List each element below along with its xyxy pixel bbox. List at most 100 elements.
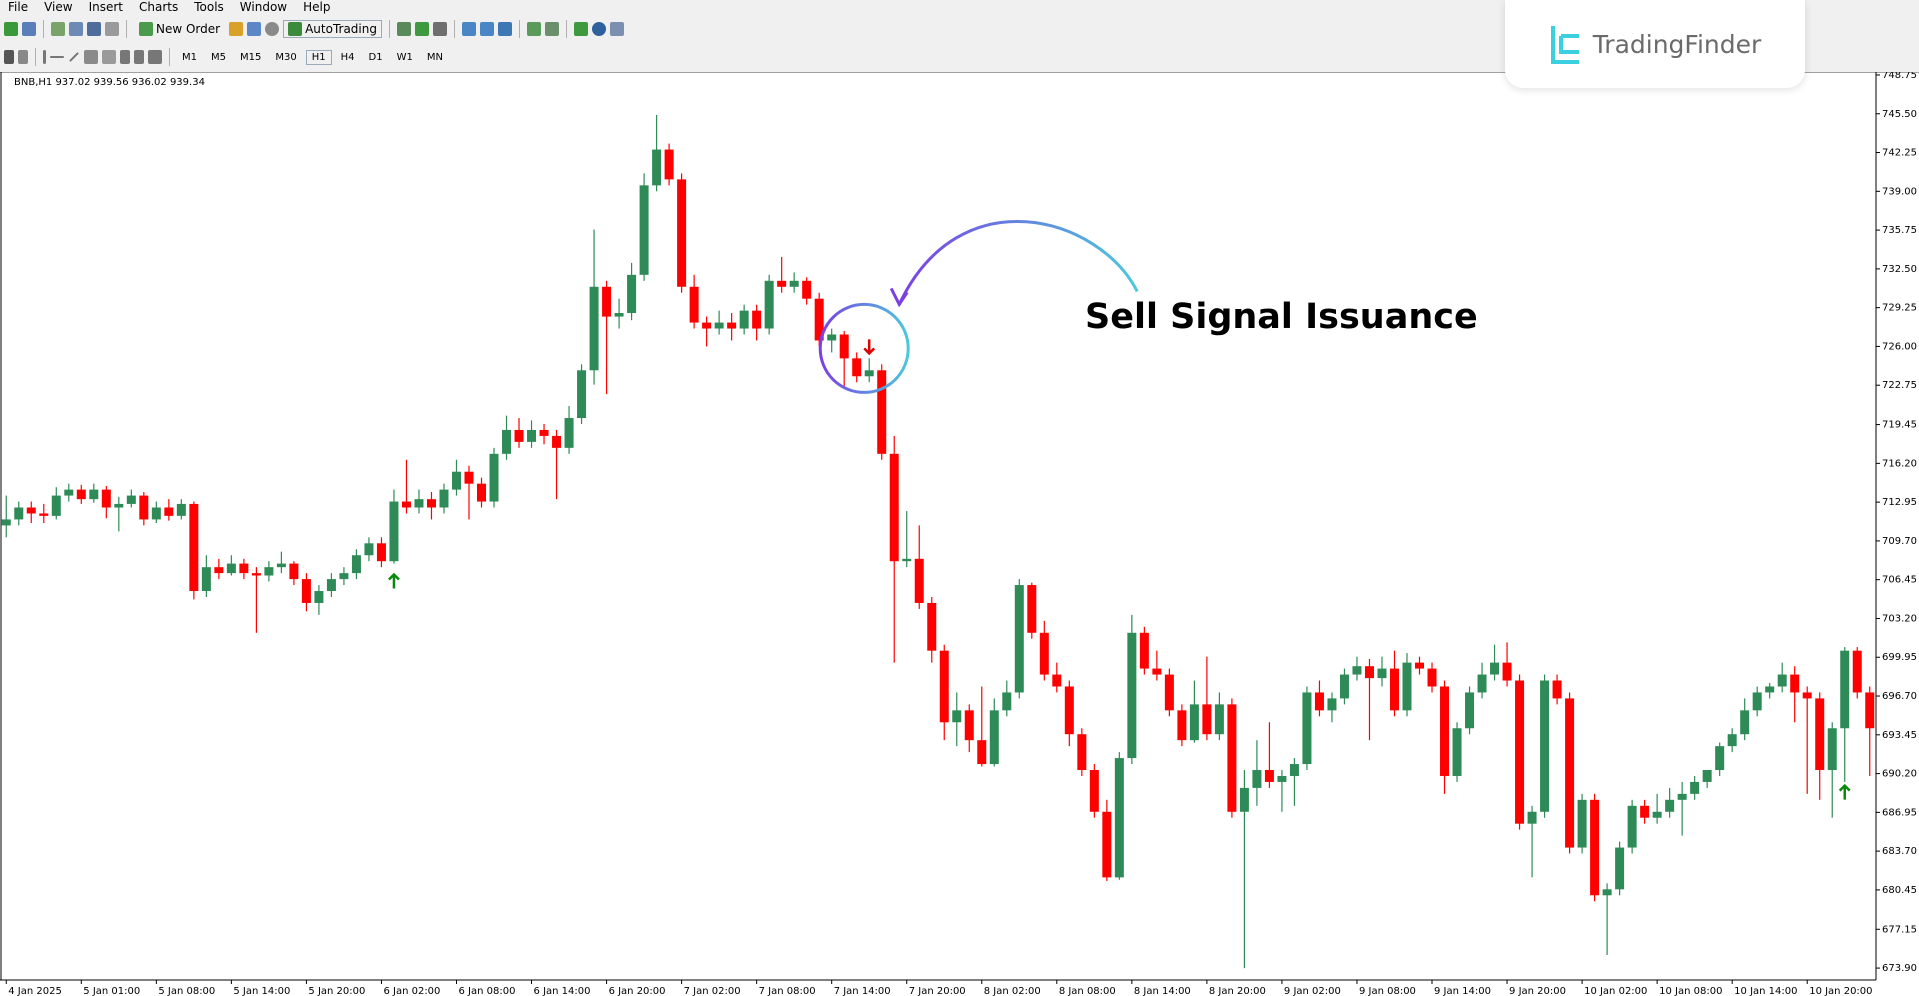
candle-body (1777, 674, 1787, 687)
candle-body (1089, 770, 1099, 812)
icon[interactable] (43, 50, 46, 64)
icon[interactable] (69, 22, 83, 36)
timeframe-button[interactable]: MN (426, 51, 443, 63)
icon[interactable] (4, 22, 18, 36)
icon[interactable] (4, 50, 14, 64)
candle-body (276, 563, 286, 568)
highlight-circle (818, 302, 910, 394)
logo-text: TradingFinder (1592, 29, 1762, 59)
timeframe-button[interactable]: M1 (182, 51, 197, 63)
timeframe-button[interactable]: M30 (275, 51, 297, 63)
icon[interactable] (22, 22, 36, 36)
icon[interactable] (105, 22, 119, 36)
candle-body (1440, 686, 1450, 776)
icon[interactable] (591, 22, 606, 36)
candle-body (1277, 775, 1287, 782)
candle-body (627, 274, 637, 314)
candle-body (1865, 692, 1875, 729)
y-tick-label: 706.45 (1882, 575, 1917, 586)
icon[interactable] (120, 50, 130, 64)
candle-body (51, 495, 61, 516)
candle-body (552, 435, 562, 448)
callout-arrowhead (889, 287, 909, 308)
candle-body (1027, 585, 1037, 633)
timeframe-button[interactable]: W1 (396, 51, 413, 63)
candle-body (1665, 799, 1675, 812)
y-tick-label: 745.50 (1882, 109, 1917, 120)
candle-body (76, 489, 86, 500)
icon[interactable] (461, 22, 476, 36)
icon[interactable] (526, 22, 541, 36)
y-tick-label: 726.00 (1882, 341, 1917, 352)
x-tick-label: 7 Jan 14:00 (834, 986, 891, 996)
candle-body (764, 280, 774, 329)
candle-body (864, 370, 874, 377)
icon[interactable] (414, 22, 429, 36)
candle-body (1377, 668, 1387, 679)
y-tick-label: 690.20 (1882, 769, 1917, 780)
icon[interactable] (87, 22, 101, 36)
candle-body (1677, 793, 1687, 800)
signal-arrow (863, 339, 876, 356)
timeframe-button[interactable]: M5 (211, 51, 226, 63)
timeframe-button[interactable]: M15 (240, 51, 262, 63)
candle-body (477, 483, 487, 502)
icon[interactable] (84, 50, 98, 64)
menu-item[interactable]: Help (303, 0, 331, 14)
icon[interactable] (432, 22, 447, 36)
icon[interactable] (50, 56, 64, 58)
candle-body (1252, 770, 1262, 788)
menu-item[interactable]: Window (239, 0, 288, 14)
icon[interactable] (609, 22, 624, 36)
y-tick-label: 699.95 (1882, 652, 1917, 663)
candle-body (1202, 704, 1212, 735)
candle-body (364, 543, 374, 556)
candle-body (1314, 692, 1324, 711)
icon[interactable] (396, 22, 411, 36)
autotrading-button[interactable]: AutoTrading (283, 20, 382, 38)
timeframe-button[interactable]: H1 (305, 49, 332, 65)
icon[interactable] (265, 22, 280, 36)
candle-body (589, 286, 599, 371)
candle-body (1690, 781, 1700, 794)
menu-item[interactable]: View (44, 0, 73, 14)
menu-item[interactable]: Tools (194, 0, 224, 14)
candle-body (802, 280, 812, 299)
y-tick-label: 735.75 (1882, 225, 1917, 236)
timeframe-button[interactable]: D1 (368, 51, 383, 63)
timeframe-button[interactable]: H4 (340, 51, 355, 63)
icon[interactable] (102, 50, 116, 64)
menu-item[interactable]: Insert (88, 0, 123, 14)
icon[interactable] (51, 22, 65, 36)
y-tick-label: 693.45 (1882, 730, 1917, 741)
icon[interactable] (69, 52, 79, 62)
icon[interactable] (148, 50, 162, 64)
icon[interactable] (18, 50, 28, 64)
candle-body (1402, 662, 1412, 711)
candle-body (114, 503, 124, 508)
candle-body (1139, 632, 1149, 669)
icon[interactable] (229, 22, 244, 36)
candle-body (1452, 728, 1462, 776)
candle-body (164, 507, 174, 516)
candle-body (151, 507, 161, 520)
candle-body (1052, 674, 1062, 687)
new-order-button[interactable]: New Order (134, 20, 225, 38)
candle-body (1177, 710, 1187, 741)
candle-body (1227, 704, 1237, 812)
menu-item[interactable]: File (8, 0, 29, 14)
icon[interactable] (479, 22, 494, 36)
candle-body (1264, 770, 1274, 782)
y-tick-label: 732.50 (1882, 264, 1917, 275)
icon[interactable] (247, 22, 262, 36)
icon[interactable] (134, 50, 144, 64)
y-tick-label: 709.70 (1882, 536, 1917, 547)
candle-body (927, 602, 937, 651)
menu-item[interactable]: Charts (139, 0, 179, 14)
candle-body (1565, 698, 1575, 848)
icon[interactable] (497, 22, 512, 36)
candle-body (1127, 632, 1137, 759)
icon[interactable] (544, 22, 559, 36)
candle-body (1477, 674, 1487, 693)
icon[interactable] (573, 22, 588, 36)
